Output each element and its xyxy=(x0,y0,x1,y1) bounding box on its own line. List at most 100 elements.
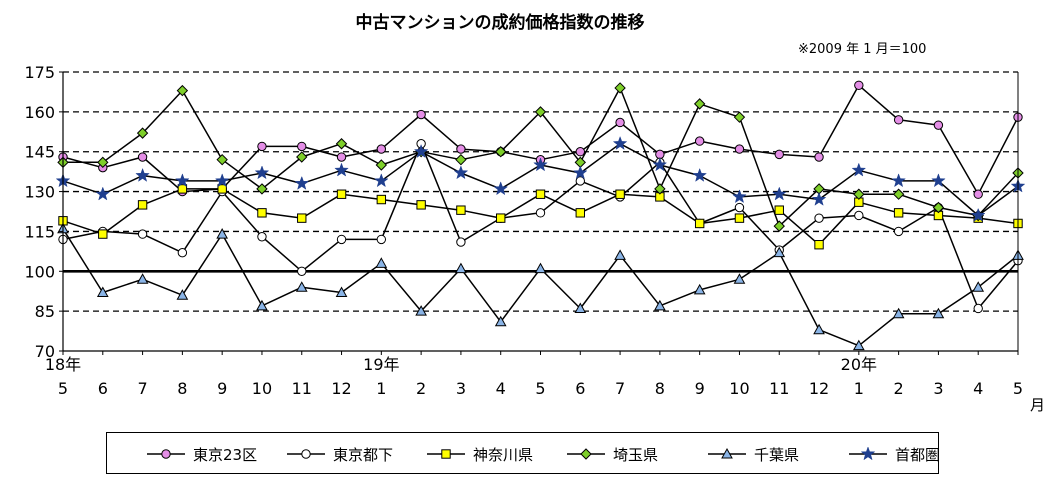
point-s0-6 xyxy=(297,141,307,152)
point-s5-14 xyxy=(612,135,628,151)
point-s3-11 xyxy=(495,146,507,158)
point-s3-10 xyxy=(455,153,467,166)
year-label-8: 19年 xyxy=(363,355,399,374)
series-line-4 xyxy=(62,228,1019,347)
point-s3-7 xyxy=(335,138,348,150)
point-s5-13 xyxy=(572,165,588,180)
point-s3-22 xyxy=(932,201,945,214)
x-tick-label-13: 6 xyxy=(575,379,585,398)
point-s4-12 xyxy=(534,262,547,274)
point-s3-21 xyxy=(892,188,905,200)
point-s2-9 xyxy=(416,200,426,210)
series-line-5 xyxy=(62,142,1019,217)
point-s5-11 xyxy=(493,181,509,196)
point-s3-12 xyxy=(534,106,547,118)
x-unit-label: 月 xyxy=(1030,396,1045,414)
point-s2-17 xyxy=(734,213,745,223)
legend-label-1: 東京都下 xyxy=(333,446,393,464)
point-s1-2 xyxy=(137,229,148,239)
y-tick-label-175: 175 xyxy=(24,63,55,82)
point-s1-23 xyxy=(973,303,983,314)
point-s5-19 xyxy=(811,191,827,206)
y-tick-label-145: 145 xyxy=(24,143,55,162)
point-s4-18 xyxy=(773,246,786,258)
point-s2-7 xyxy=(336,189,347,199)
legend-label-0: 東京23区 xyxy=(193,446,257,464)
x-tick-label-8: 1 xyxy=(376,379,386,398)
x-tick-label-11: 4 xyxy=(496,379,506,398)
point-s4-22 xyxy=(932,307,945,319)
point-s4-3 xyxy=(176,289,189,300)
point-s4-7 xyxy=(335,286,348,298)
point-s1-6 xyxy=(297,266,307,276)
point-s0-9 xyxy=(416,109,426,120)
point-s4-2 xyxy=(136,273,149,284)
point-s2-2 xyxy=(137,200,148,210)
y-tick-label-85: 85 xyxy=(35,302,55,321)
point-s4-16 xyxy=(693,283,706,295)
legend-marker-2 xyxy=(441,449,451,459)
x-tick-label-4: 9 xyxy=(217,379,227,398)
point-s4-13 xyxy=(574,302,587,313)
point-s4-10 xyxy=(455,262,467,274)
point-s1-20 xyxy=(854,210,864,221)
legend-label-3: 埼玉県 xyxy=(613,446,658,464)
point-s1-8 xyxy=(376,234,387,245)
point-s3-16 xyxy=(693,98,706,110)
point-s5-2 xyxy=(135,167,150,182)
legend-marker-4 xyxy=(721,447,733,459)
point-s0-10 xyxy=(456,144,466,154)
point-s2-3 xyxy=(177,184,188,194)
point-s0-19 xyxy=(814,152,824,162)
year-label-0: 18年 xyxy=(45,355,81,374)
year-label-20: 20年 xyxy=(841,355,877,374)
point-s5-6 xyxy=(294,175,310,190)
point-s1-12 xyxy=(535,208,546,218)
point-s0-21 xyxy=(893,115,904,125)
point-s3-14 xyxy=(614,82,626,94)
x-tick-label-14: 7 xyxy=(615,379,625,398)
point-s5-5 xyxy=(254,165,270,180)
point-s1-5 xyxy=(257,232,267,242)
x-tick-label-18: 11 xyxy=(769,379,789,398)
point-s3-8 xyxy=(375,159,388,171)
point-s0-14 xyxy=(615,117,625,128)
point-s4-6 xyxy=(295,281,308,292)
point-s3-18 xyxy=(773,220,785,232)
x-tick-label-19: 12 xyxy=(809,379,829,398)
point-s4-9 xyxy=(415,305,427,316)
point-s4-23 xyxy=(972,281,985,292)
x-tick-label-0: 5 xyxy=(58,379,68,398)
y-tick-label-130: 130 xyxy=(24,183,55,202)
point-s4-5 xyxy=(256,299,268,311)
point-s0-22 xyxy=(933,120,944,130)
point-s2-10 xyxy=(456,205,466,215)
x-tick-label-3: 8 xyxy=(177,379,187,398)
x-tick-label-23: 4 xyxy=(973,379,983,398)
point-s3-20 xyxy=(853,188,865,200)
point-s3-3 xyxy=(176,84,189,97)
legend-label-2: 神奈川県 xyxy=(473,446,533,464)
point-s5-18 xyxy=(771,186,787,201)
point-s5-1 xyxy=(95,186,111,201)
legend-label-5: 首都圏 xyxy=(895,446,940,464)
point-s0-8 xyxy=(376,144,387,154)
point-s0-7 xyxy=(336,152,347,162)
point-s5-17 xyxy=(732,189,747,204)
point-s5-8 xyxy=(374,173,389,188)
legend-label-4: 千葉県 xyxy=(754,446,799,464)
point-s1-13 xyxy=(575,176,585,186)
x-tick-label-17: 10 xyxy=(729,379,749,398)
y-tick-label-115: 115 xyxy=(24,222,55,241)
point-s0-15 xyxy=(655,149,665,160)
point-s4-17 xyxy=(733,273,746,284)
point-s5-20 xyxy=(851,162,867,177)
point-s3-15 xyxy=(654,183,666,195)
point-s1-7 xyxy=(336,234,347,245)
x-tick-label-12: 5 xyxy=(535,379,545,398)
legend-marker-5 xyxy=(860,446,876,461)
point-s5-23 xyxy=(970,207,986,222)
point-s4-1 xyxy=(96,286,109,298)
point-s3-2 xyxy=(136,127,149,139)
